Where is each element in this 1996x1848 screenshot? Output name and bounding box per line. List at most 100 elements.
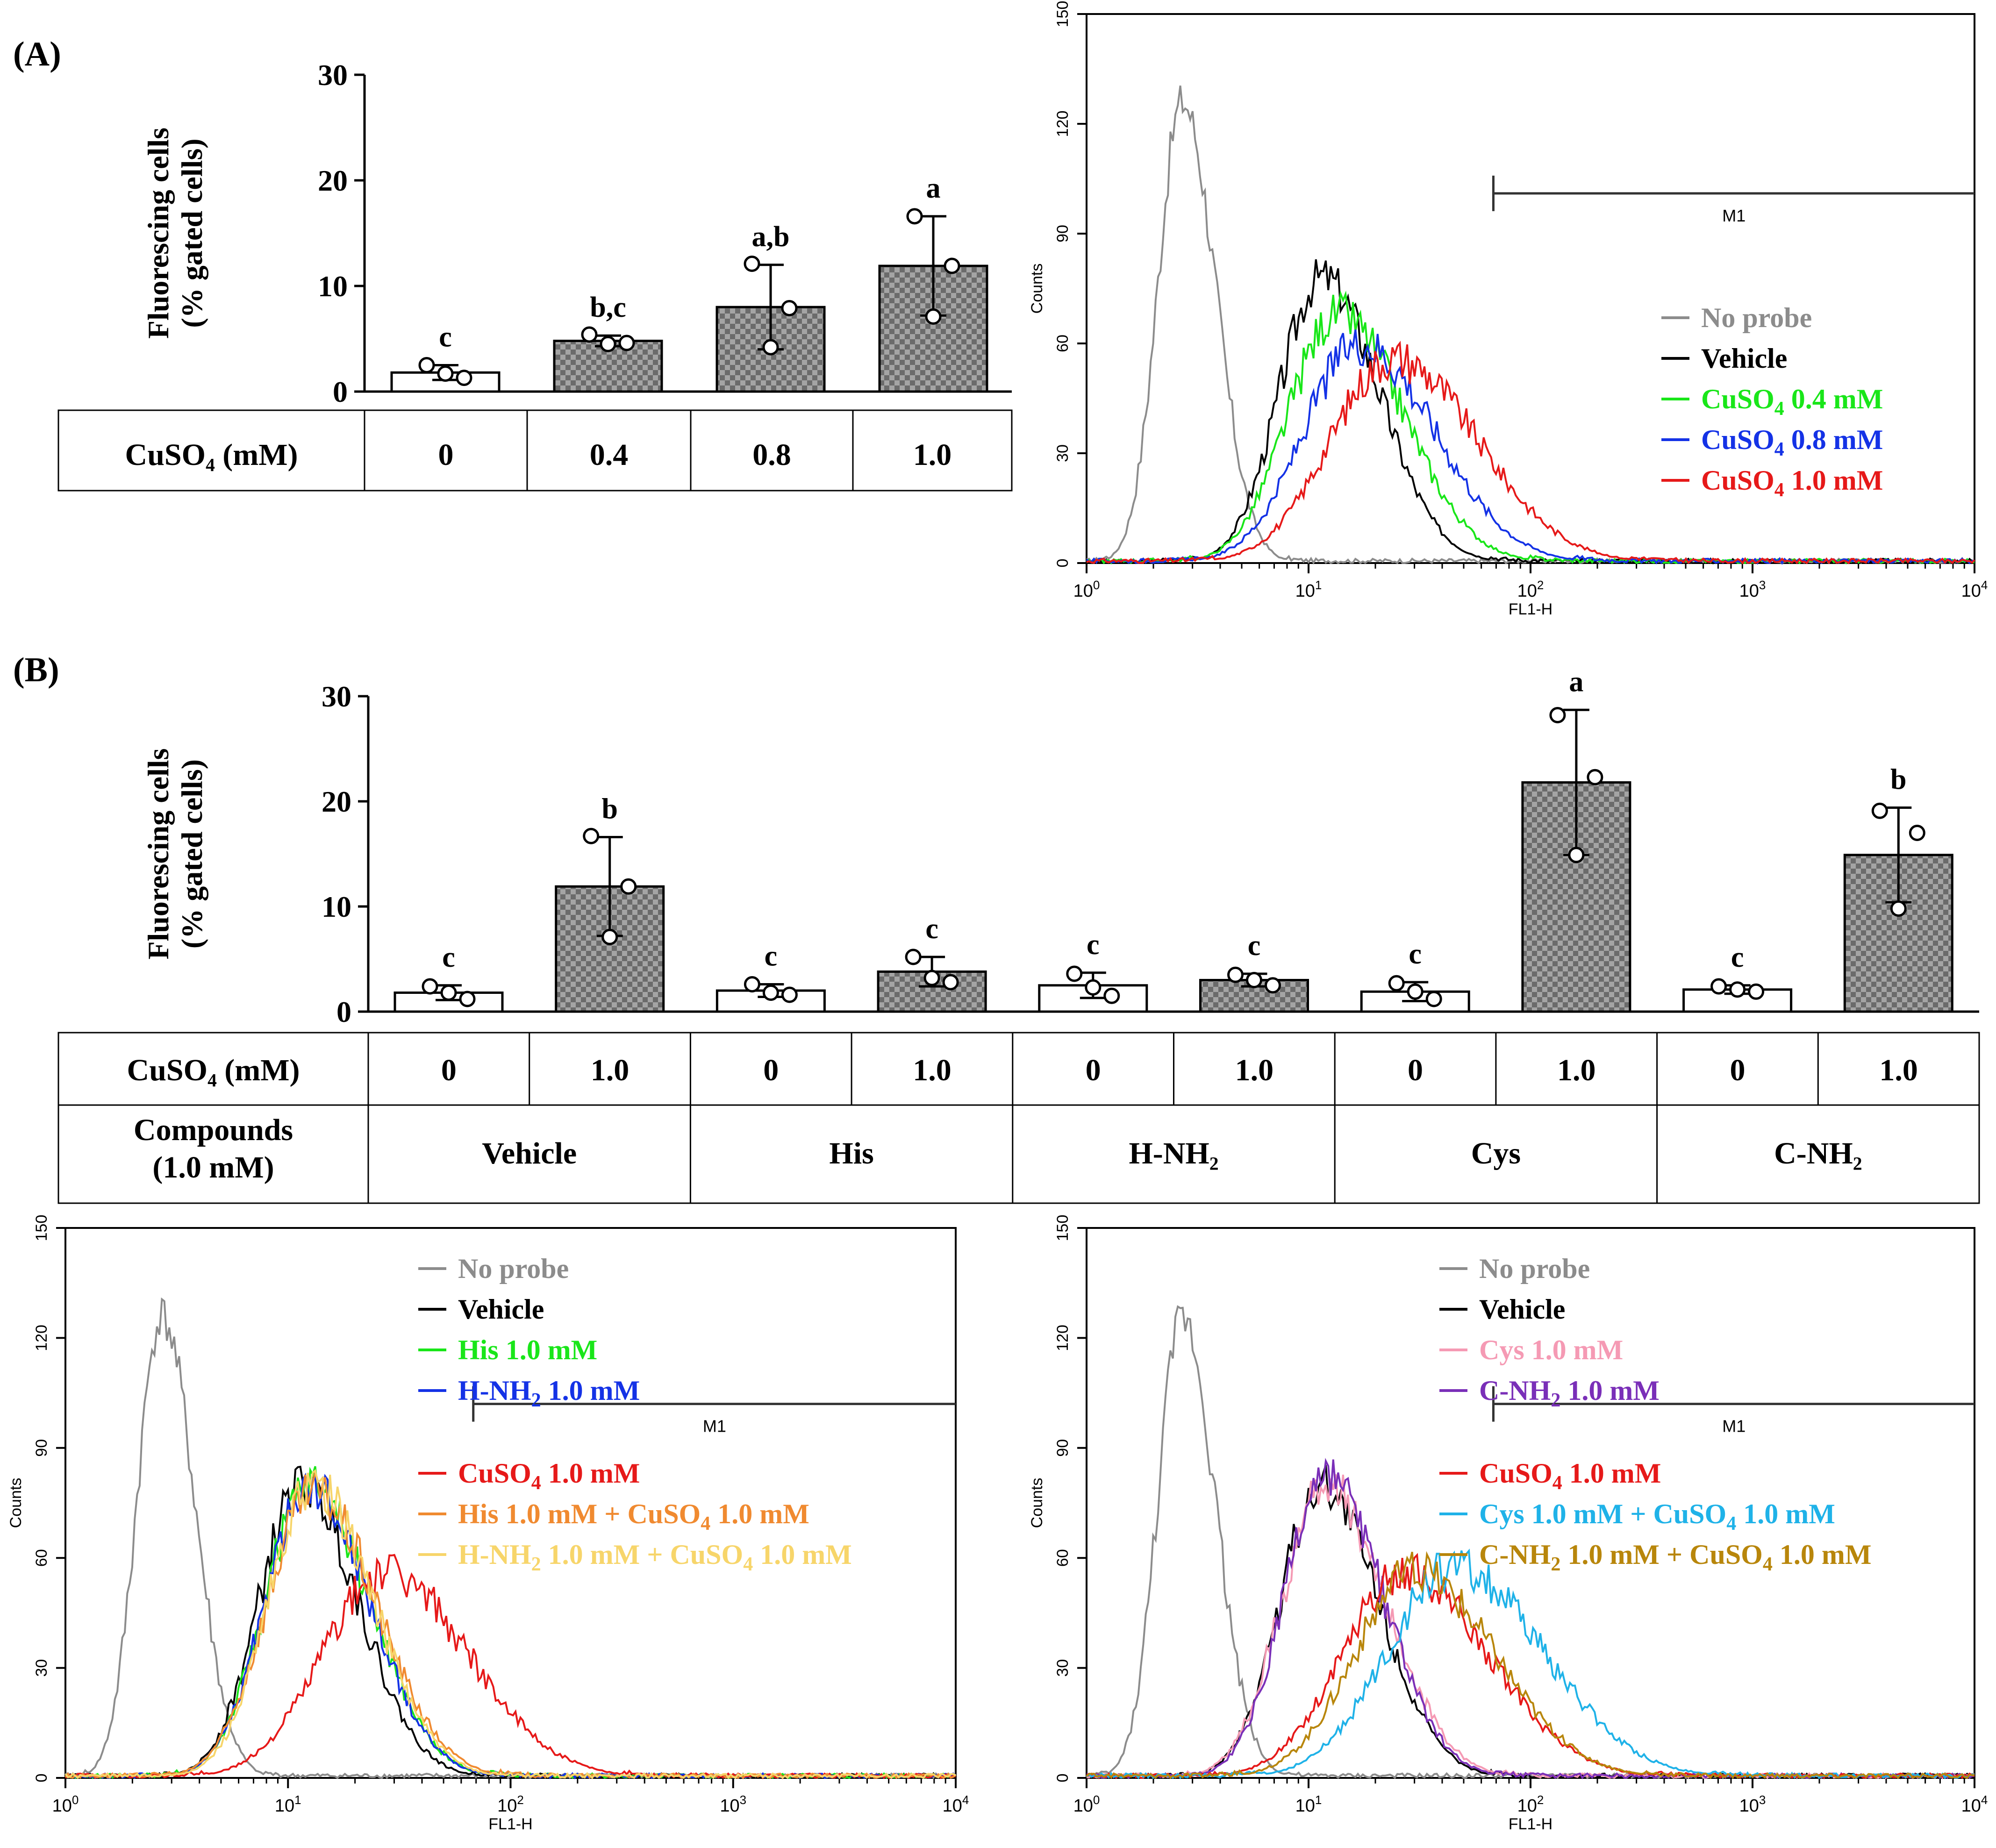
y-tick-label: 0 <box>1054 1774 1072 1783</box>
data-point <box>762 985 779 1001</box>
legend-label: CuSO4 0.8 mM <box>1701 424 1883 460</box>
bar-chart-a: 0 10 20 30 Fluorescing cells(% gated cells) c… <box>57 58 1013 492</box>
data-point <box>1890 900 1907 917</box>
x-tick-label: 103 <box>1739 1793 1766 1816</box>
table-cell: 1.0 <box>1557 1053 1596 1087</box>
gate-label: M1 <box>1722 206 1746 225</box>
y-tick-label: 90 <box>1054 225 1072 243</box>
y-axis-label: Fluorescing cells(% gated cells) <box>142 748 208 959</box>
y-axis-label: Fluorescing cells(% gated cells) <box>142 128 208 339</box>
data-point <box>1549 707 1566 723</box>
data-point <box>744 256 760 272</box>
data-point <box>583 828 600 844</box>
y-axis-label: Counts <box>1028 264 1046 314</box>
table-group: C-NH₂ <box>1774 1136 1862 1170</box>
significance-label: c <box>439 321 452 353</box>
data-point <box>1265 977 1281 994</box>
histogram-b2: 0 30 60 90 120 150 Counts 100 101 102 103 104 FL1-H M… <box>1028 1215 1988 1833</box>
y-tick-label: 60 <box>1054 1549 1072 1567</box>
data-point <box>1425 991 1442 1007</box>
table-cell: 0 <box>763 1053 779 1087</box>
legend-label: CuSO4 1.0 mM <box>458 1458 640 1494</box>
panel-label-a: (A) <box>13 35 61 73</box>
data-point <box>944 257 960 274</box>
table-group: Cys <box>1471 1136 1521 1170</box>
y-tick-label: 20 <box>318 164 348 197</box>
legend-label: No probe <box>458 1253 569 1284</box>
x-tick-label: 103 <box>1739 578 1766 601</box>
x-tick-label: 102 <box>497 1793 524 1816</box>
y-tick-label: 30 <box>1054 1659 1072 1677</box>
legend-label: CuSO4 1.0 mM <box>1479 1458 1661 1494</box>
data-point <box>618 335 635 351</box>
x-tick-label: 102 <box>1517 1793 1544 1816</box>
y-tick-label: 90 <box>1054 1439 1072 1457</box>
legend-label: Vehicle <box>458 1294 544 1325</box>
y-tick-label: 120 <box>1054 111 1072 137</box>
gate-label: M1 <box>1722 1417 1746 1436</box>
y-tick-label: 0 <box>336 995 351 1028</box>
table-cell: 0.8 <box>752 438 791 472</box>
data-point <box>744 976 760 992</box>
y-tick-label: 120 <box>33 1325 50 1351</box>
legend-label: No probe <box>1479 1253 1590 1284</box>
legend-label: CuSO4 0.4 mM <box>1701 384 1883 420</box>
x-tick-label: 103 <box>720 1793 746 1816</box>
data-point <box>437 365 454 382</box>
y-tick-label: 0 <box>33 1774 50 1783</box>
data-point <box>459 991 476 1007</box>
significance-label: a <box>1569 666 1583 698</box>
table-cell: 1.0 <box>913 1053 951 1087</box>
y-axis-label: Counts <box>7 1478 25 1528</box>
significance-label: c <box>1409 938 1422 970</box>
data-point <box>1748 983 1765 1000</box>
table-frame <box>57 409 1013 492</box>
data-point <box>1085 979 1102 996</box>
y-tick-label: 120 <box>1054 1325 1072 1351</box>
data-point <box>781 300 798 316</box>
table-frame <box>57 1032 1980 1204</box>
y-tick-label: 30 <box>1054 444 1072 462</box>
y-tick-label: 10 <box>318 270 348 303</box>
significance-label: c <box>1248 930 1261 962</box>
legend-label: Vehicle <box>1479 1294 1565 1325</box>
y-tick-label: 30 <box>33 1659 50 1677</box>
legend-label: C-NH2 1.0 mM + CuSO4 1.0 mM <box>1479 1539 1871 1575</box>
y-tick-label: 30 <box>322 680 351 713</box>
data-point <box>923 970 940 986</box>
data-point <box>601 928 618 945</box>
data-point <box>781 986 798 1003</box>
histogram-curve-red <box>1086 1553 1975 1780</box>
legend-label: His 1.0 mM <box>458 1334 597 1365</box>
histogram-curve-red <box>64 1554 956 1779</box>
bar <box>1521 781 1631 1013</box>
legend-label: Vehicle <box>1701 343 1787 374</box>
legend-label: H-NH2 1.0 mM <box>458 1375 640 1411</box>
x-tick-label: 100 <box>1073 1793 1100 1816</box>
significance-label: a <box>926 172 941 204</box>
legend-label: His 1.0 mM + CuSO4 1.0 mM <box>458 1498 809 1534</box>
table-cell: 0 <box>1730 1053 1745 1087</box>
data-point <box>1388 975 1405 992</box>
data-point <box>440 985 457 1001</box>
histogram-curve-blue <box>1086 329 1975 565</box>
table-cell: 1.0 <box>913 438 952 472</box>
data-point <box>1710 978 1727 995</box>
table-group: His <box>829 1136 873 1170</box>
data-point <box>1246 972 1262 988</box>
x-axis-label: FL1-H <box>1509 600 1552 618</box>
significance-label: b,c <box>590 292 626 323</box>
x-tick-label: 104 <box>943 1793 969 1816</box>
data-point <box>1871 802 1888 819</box>
x-tick-label: 101 <box>1295 578 1322 601</box>
table-cell: 0.4 <box>590 438 629 472</box>
histogram-curve-no_probe <box>65 1297 956 1780</box>
legend-label: H-NH2 1.0 mM + CuSO4 1.0 mM <box>458 1539 852 1575</box>
table-cell: 1.0 <box>1235 1053 1274 1087</box>
table-group: Vehicle <box>482 1136 577 1170</box>
table-cell: 0 <box>441 1053 457 1087</box>
histogram-curve-red <box>1086 341 1975 565</box>
legend-label: Cys 1.0 mM <box>1479 1334 1623 1365</box>
y-tick-label: 60 <box>33 1549 50 1567</box>
data-point <box>1909 825 1925 841</box>
